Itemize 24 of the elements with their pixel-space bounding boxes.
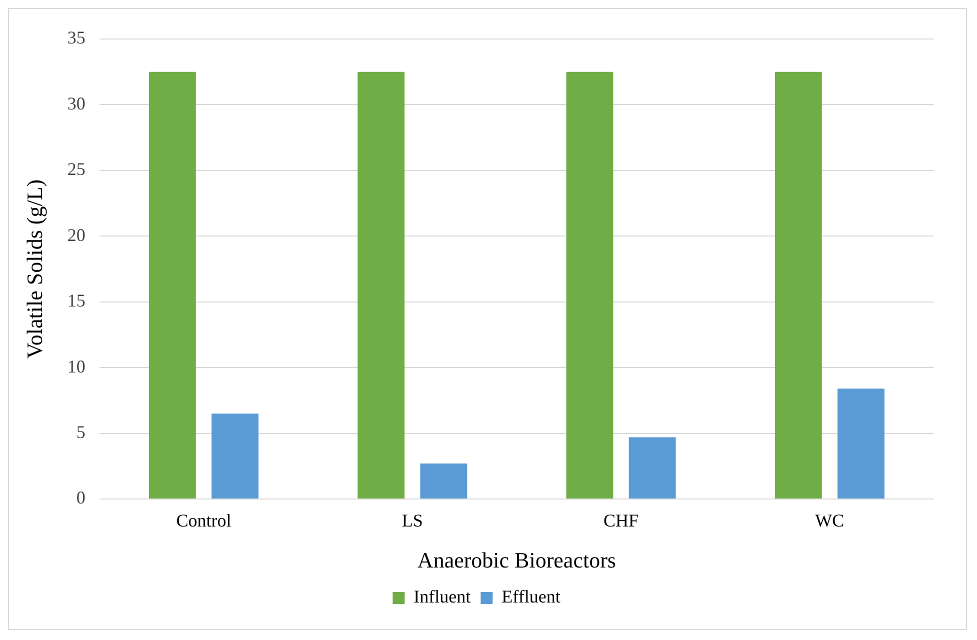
- bar: [420, 464, 468, 498]
- y-axis-title: Volatile Solids (g/L): [22, 179, 47, 359]
- y-tick-label: 0: [76, 488, 86, 508]
- bar: [774, 72, 822, 498]
- y-tick-label: 5: [76, 422, 86, 442]
- y-tick-label: 20: [67, 224, 86, 245]
- legend-label: Influent: [414, 586, 471, 607]
- bar: [566, 72, 614, 498]
- bar: [148, 72, 196, 498]
- bar: [358, 72, 405, 498]
- y-tick-label: 10: [67, 356, 86, 376]
- legend-label: Effluent: [502, 586, 560, 607]
- x-tick-label: LS: [402, 510, 423, 531]
- x-axis-title: Anaerobic Bioreactors: [417, 548, 616, 573]
- y-tick-label: 35: [67, 28, 86, 48]
- x-tick-label: CHF: [604, 510, 639, 531]
- y-tick-label: 15: [67, 290, 86, 311]
- bar: [838, 388, 884, 498]
- bar: [212, 414, 258, 498]
- y-tick-label: 25: [67, 159, 86, 180]
- x-tick-label: WC: [815, 510, 844, 531]
- bar: [628, 437, 676, 498]
- y-tick-label: 30: [67, 93, 86, 114]
- x-tick-label: Control: [176, 510, 232, 531]
